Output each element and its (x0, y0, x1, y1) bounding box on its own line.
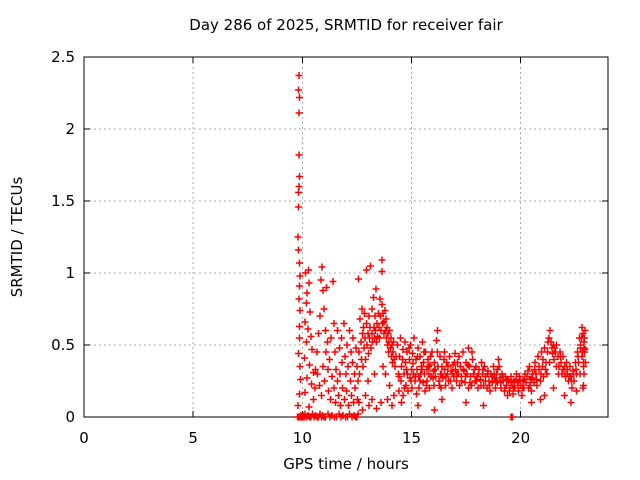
x-axis-label: GPS time / hours (283, 455, 409, 473)
y-tick-label: 0.5 (51, 336, 75, 354)
y-tick-label: 1.5 (51, 192, 75, 210)
x-tick-label: 5 (188, 429, 198, 447)
x-tick-label: 15 (402, 429, 421, 447)
plot-title: Day 286 of 2025, SRMTID for receiver fai… (189, 16, 503, 34)
y-tick-label: 2.5 (51, 48, 75, 66)
y-tick-label: 0 (65, 408, 75, 426)
x-tick-label: 0 (79, 429, 89, 447)
y-tick-label: 2 (65, 120, 75, 138)
x-tick-label: 10 (293, 429, 312, 447)
data-points (294, 72, 589, 421)
y-tick-label: 1 (65, 264, 75, 282)
x-tick-label: 20 (511, 429, 530, 447)
